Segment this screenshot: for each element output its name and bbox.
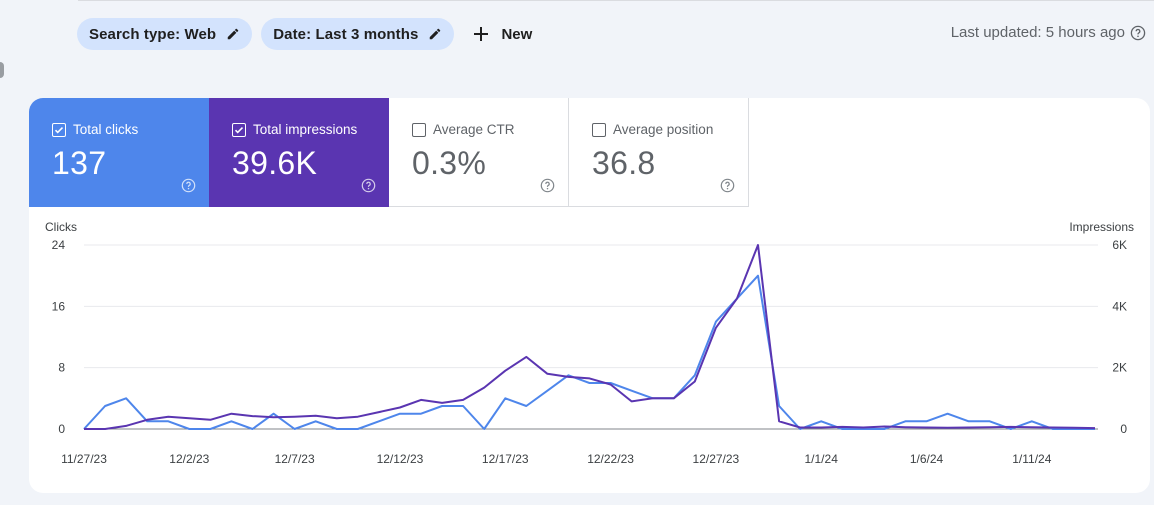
search-type-filter-chip[interactable]: Search type: Web bbox=[77, 18, 253, 50]
left-tick-label: 8 bbox=[58, 361, 65, 375]
last-updated-text: Last updated: 5 hours ago bbox=[950, 24, 1125, 41]
left-tick-label: 0 bbox=[58, 422, 65, 436]
checkbox-unchecked-icon[interactable] bbox=[592, 122, 606, 137]
x-tick-label: 1/1/24 bbox=[805, 452, 839, 466]
metric-total-impressions[interactable]: Total impressions 39.6K bbox=[209, 98, 389, 207]
date-filter-chip[interactable]: Date: Last 3 months bbox=[261, 18, 455, 50]
x-tick-label: 1/11/24 bbox=[1012, 452, 1051, 466]
x-tick-label: 12/2/23 bbox=[169, 452, 209, 466]
performance-chart: Clicks Impressions 24 6K 16 4K 8 2K 0 0 11/27/23… bbox=[29, 207, 1150, 493]
help-icon[interactable] bbox=[1130, 25, 1146, 41]
last-updated: Last updated: 5 hours ago bbox=[951, 24, 1146, 41]
x-tick-label: 1/6/24 bbox=[910, 452, 944, 466]
right-tick-label: 4K bbox=[1112, 299, 1127, 313]
pencil-icon bbox=[226, 27, 240, 41]
x-tick-label: 11/27/23 bbox=[61, 452, 107, 466]
x-tick-label: 12/27/23 bbox=[693, 452, 740, 466]
checkbox-unchecked-icon[interactable] bbox=[412, 122, 426, 137]
right-tick-label: 0 bbox=[1120, 422, 1127, 436]
right-tick-label: 6K bbox=[1112, 238, 1127, 252]
right-axis-title: Impressions bbox=[1069, 220, 1134, 234]
metric-value: 0.3% bbox=[412, 145, 487, 181]
metric-label: Average position bbox=[613, 122, 714, 137]
checkbox-checked-icon[interactable] bbox=[52, 122, 66, 137]
x-tick-label: 12/12/23 bbox=[377, 452, 424, 466]
metric-average-ctr[interactable]: Average CTR 0.3% bbox=[389, 98, 569, 207]
help-icon[interactable] bbox=[540, 178, 555, 193]
new-filter-button[interactable]: New bbox=[473, 26, 532, 43]
help-icon[interactable] bbox=[361, 178, 376, 193]
pencil-icon bbox=[428, 27, 442, 41]
metric-value: 36.8 bbox=[592, 145, 656, 181]
left-axis-title: Clicks bbox=[45, 220, 77, 234]
help-icon[interactable] bbox=[181, 178, 196, 193]
x-tick-label: 12/22/23 bbox=[587, 452, 634, 466]
metric-value: 137 bbox=[52, 145, 107, 181]
new-filter-label: New bbox=[501, 25, 533, 43]
checkbox-checked-icon[interactable] bbox=[232, 122, 246, 137]
metric-total-clicks[interactable]: Total clicks 137 bbox=[29, 98, 209, 207]
filter-bar: Search type: Web Date: Last 3 months New bbox=[77, 18, 532, 50]
metric-label: Total clicks bbox=[73, 122, 139, 137]
metric-tabs: Total clicks 137 Total impressions 39.6K bbox=[29, 98, 749, 207]
metric-average-position[interactable]: Average position 36.8 bbox=[569, 98, 749, 207]
performance-card: Total clicks 137 Total impressions 39.6K bbox=[29, 98, 1150, 493]
right-tick-label: 2K bbox=[1112, 361, 1127, 375]
x-tick-label: 12/7/23 bbox=[275, 452, 315, 466]
metric-label: Total impressions bbox=[253, 122, 358, 137]
help-icon[interactable] bbox=[720, 178, 735, 193]
x-tick-label: 12/17/23 bbox=[482, 452, 529, 466]
metric-label: Average CTR bbox=[433, 122, 515, 137]
metric-value: 39.6K bbox=[232, 145, 318, 181]
date-filter-label: Date: Last 3 months bbox=[273, 25, 419, 43]
chart-plot[interactable]: 24 6K 16 4K 8 2K 0 0 11/27/23 12/2/23 12/7/23 12/12… bbox=[29, 207, 1150, 493]
impressions-series-line bbox=[84, 244, 1096, 430]
top-divider bbox=[78, 0, 1154, 1]
search-type-filter-label: Search type: Web bbox=[89, 25, 217, 43]
plus-icon bbox=[473, 26, 489, 42]
side-panel-handle[interactable] bbox=[0, 62, 4, 78]
left-tick-label: 16 bbox=[52, 299, 66, 313]
left-tick-label: 24 bbox=[52, 238, 66, 252]
clicks-series-line bbox=[83, 274, 1095, 430]
